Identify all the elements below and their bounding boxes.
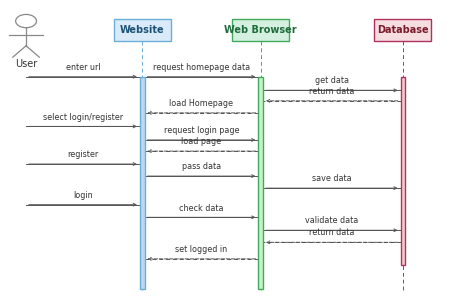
Text: request login page: request login page [164,126,239,135]
Bar [140,77,145,289]
Text: select login/register: select login/register [43,113,123,122]
Text: register: register [67,150,99,159]
Text: Database: Database [377,25,428,35]
Text: return data: return data [309,228,355,237]
Text: save data: save data [312,174,352,183]
Text: load Homepage: load Homepage [169,99,234,108]
Text: return data: return data [309,87,355,96]
Text: enter url: enter url [65,63,100,72]
Text: request homepage data: request homepage data [153,63,250,72]
Text: check data: check data [179,203,224,213]
Text: validate data: validate data [305,216,358,225]
Text: User: User [15,59,37,69]
Text: load page: load page [182,137,221,146]
Bar [114,19,171,41]
Bar [401,77,405,265]
Bar [258,77,263,289]
Text: Website: Website [120,25,164,35]
Text: get data: get data [315,76,349,85]
Text: pass data: pass data [182,162,221,171]
Text: set logged in: set logged in [175,245,228,254]
Text: login: login [73,191,93,200]
Bar [232,19,289,41]
Text: Web Browser: Web Browser [224,25,297,35]
Bar [374,19,431,41]
